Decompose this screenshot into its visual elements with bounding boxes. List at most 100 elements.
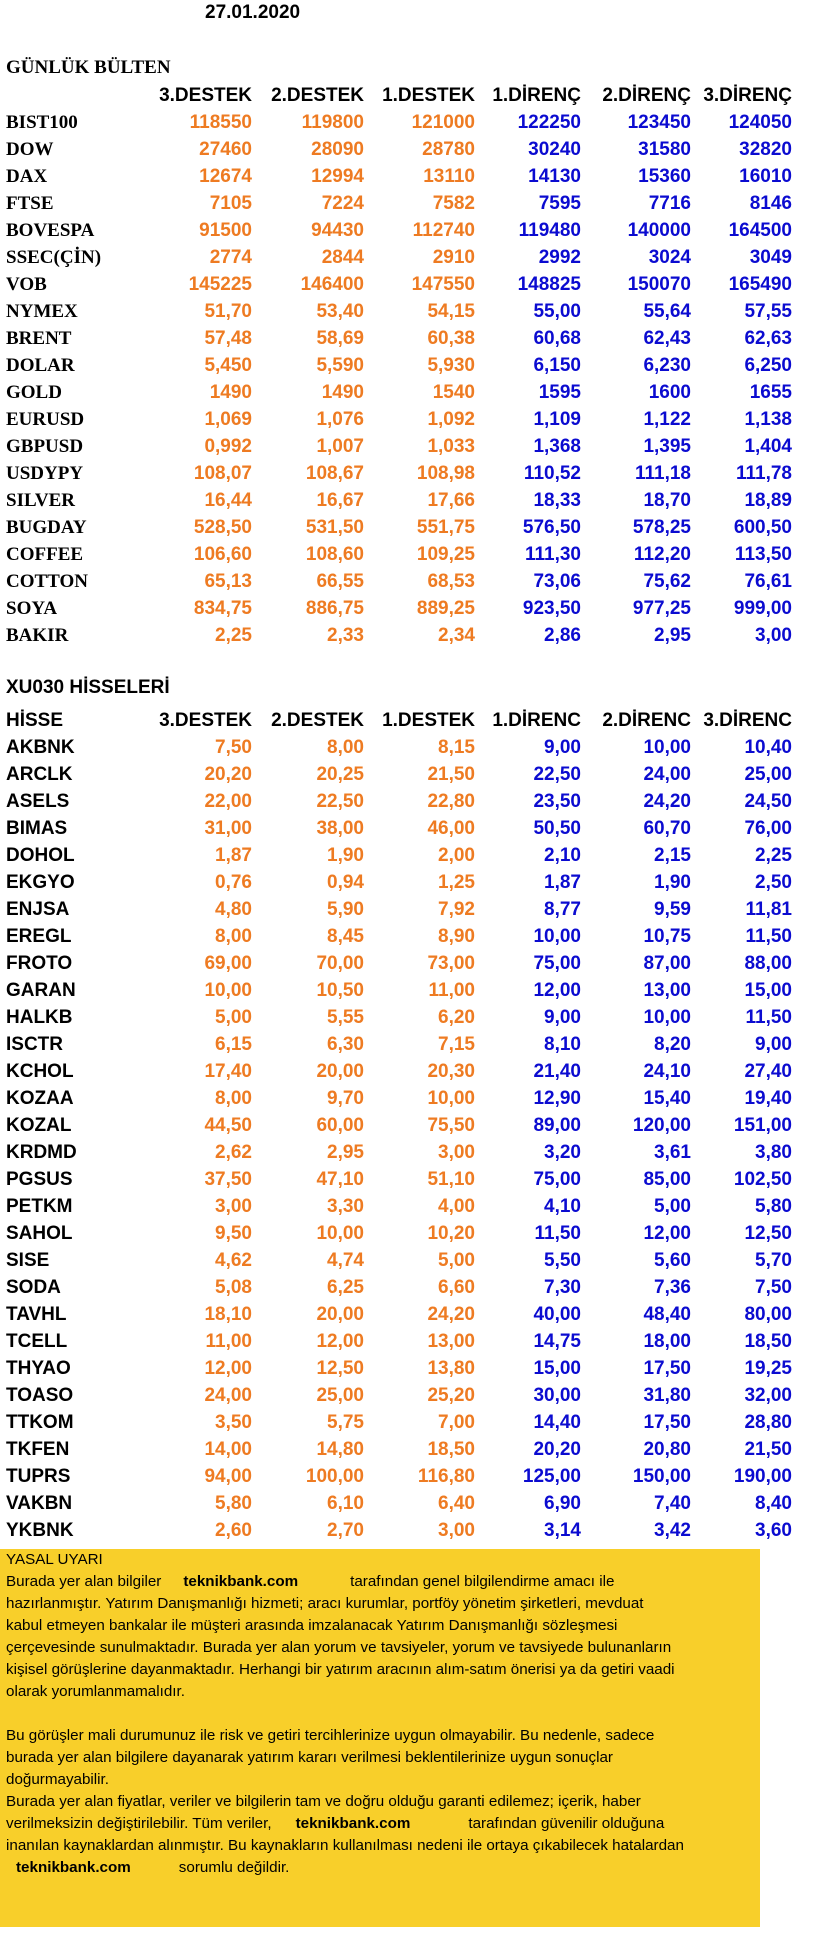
header-3-direnc: 3.DİRENC: [703, 709, 792, 731]
row-label: DOHOL: [6, 844, 75, 866]
resistance-value: 124050: [728, 111, 792, 133]
stock-row: KOZAL 44,50 60,00 75,50 89,00 120,00 151,00: [0, 1112, 800, 1139]
resistance-value: 190,00: [733, 1465, 792, 1487]
stock-row: TOASO 24,00 25,00 25,20 30,00 31,80 32,00: [0, 1382, 800, 1409]
market-row: NYMEX 51,70 53,40 54,15 55,00 55,64 57,55: [0, 298, 800, 325]
stock-row: TUPRS 94,00 100,00 116,80 125,00 150,00 190,00: [0, 1463, 800, 1490]
row-label: DOW: [6, 138, 54, 160]
stock-row: TTKOM 3,50 5,75 7,00 14,40 17,50 28,80: [0, 1409, 800, 1436]
support-value: 9,50: [215, 1222, 252, 1244]
support-value: 17,40: [204, 1060, 252, 1082]
stock-row: ENJSA 4,80 5,90 7,92 8,77 9,59 11,81: [0, 896, 800, 923]
header-3-direnc: 3.DİRENÇ: [703, 84, 792, 106]
resistance-value: 148825: [517, 273, 581, 295]
row-label: NYMEX: [6, 300, 78, 322]
resistance-value: 87,00: [643, 952, 691, 974]
resistance-value: 7,36: [654, 1276, 691, 1298]
row-label: ARCLK: [6, 763, 73, 785]
support-value: 121000: [411, 111, 475, 133]
row-label: BOVESPA: [6, 219, 95, 241]
resistance-value: 1,368: [533, 435, 581, 457]
stock-row: PETKM 3,00 3,30 4,00 4,10 5,00 5,80: [0, 1193, 800, 1220]
resistance-value: 22,50: [533, 763, 581, 785]
resistance-value: 3049: [749, 246, 792, 268]
support-value: 1,033: [427, 435, 475, 457]
resistance-value: 21,50: [744, 1438, 792, 1460]
resistance-value: 1655: [749, 381, 792, 403]
stock-row: SAHOL 9,50 10,00 10,20 11,50 12,00 12,50: [0, 1220, 800, 1247]
support-value: 94,00: [204, 1465, 252, 1487]
row-label: KCHOL: [6, 1060, 74, 1082]
support-value: 2,70: [327, 1519, 364, 1541]
support-value: 116,80: [417, 1465, 475, 1487]
support-value: 91500: [199, 219, 252, 241]
support-value: 12,50: [316, 1357, 364, 1379]
support-value: 7,50: [215, 736, 252, 758]
resistance-value: 2,25: [755, 844, 792, 866]
stock-row: AKBNK 7,50 8,00 8,15 9,00 10,00 10,40: [0, 734, 800, 761]
resistance-value: 6,150: [533, 354, 581, 376]
row-label: BIMAS: [6, 817, 68, 839]
legal-line: teknikbank.com sorumlu değildir.: [0, 1857, 760, 1879]
legal-heading: YASAL UYARI: [6, 1551, 103, 1568]
support-value: 4,00: [438, 1195, 475, 1217]
row-label: BRENT: [6, 327, 72, 349]
row-label: TTKOM: [6, 1411, 74, 1433]
support-value: 2,62: [215, 1141, 252, 1163]
row-label: THYAO: [6, 1357, 71, 1379]
resistance-value: 21,40: [533, 1060, 581, 1082]
resistance-value: 10,00: [533, 925, 581, 947]
stock-row: YKBNK 2,60 2,70 3,00 3,14 3,42 3,60: [0, 1517, 800, 1544]
header-2-direnc: 2.DİRENC: [602, 709, 691, 731]
resistance-value: 24,50: [744, 790, 792, 812]
support-value: 14,00: [204, 1438, 252, 1460]
brand-link[interactable]: teknikbank.com: [295, 1815, 411, 1832]
resistance-value: 23,50: [533, 790, 581, 812]
row-label: ASELS: [6, 790, 70, 812]
resistance-value: 150070: [627, 273, 691, 295]
support-value: 1,092: [427, 408, 475, 430]
header-1-direnc: 1.DİRENC: [492, 709, 581, 731]
resistance-value: 11,50: [745, 1006, 793, 1028]
support-value: 2910: [432, 246, 475, 268]
resistance-value: 31,80: [643, 1384, 691, 1406]
resistance-value: 24,10: [643, 1060, 691, 1082]
support-value: 8,00: [327, 736, 364, 758]
support-value: 5,55: [327, 1006, 364, 1028]
support-value: 6,15: [215, 1033, 252, 1055]
market-row: VOB 145225 146400 147550 148825 150070 165490: [0, 271, 800, 298]
stock-row: ASELS 22,00 22,50 22,80 23,50 24,20 24,50: [0, 788, 800, 815]
bulletin-date: 27.01.2020: [205, 2, 301, 23]
resistance-value: 60,70: [643, 817, 691, 839]
stock-row: ISCTR 6,15 6,30 7,15 8,10 8,20 9,00: [0, 1031, 800, 1058]
resistance-value: 75,62: [643, 570, 691, 592]
markets-table: 3.DESTEK 2.DESTEK 1.DESTEK 1.DİRENÇ 2.Dİ…: [0, 82, 800, 649]
resistance-value: 13,00: [643, 979, 691, 1001]
brand-link[interactable]: teknikbank.com: [16, 1859, 131, 1876]
resistance-value: 57,55: [744, 300, 792, 322]
support-value: 22,80: [427, 790, 475, 812]
market-row: COFFEE 106,60 108,60 109,25 111,30 112,20 113,…: [0, 541, 800, 568]
support-value: 4,80: [215, 898, 252, 920]
brand-link[interactable]: teknikbank.com: [183, 1573, 299, 1590]
support-value: 12,00: [204, 1357, 252, 1379]
row-label: YKBNK: [6, 1519, 74, 1541]
support-value: 14,80: [316, 1438, 364, 1460]
market-row: SSEC(ÇİN) 2774 2844 2910 2992 3024 3049: [0, 244, 800, 271]
resistance-value: 12,00: [533, 979, 581, 1001]
support-value: 13110: [423, 165, 475, 187]
resistance-value: 2,86: [544, 624, 581, 646]
support-value: 4,62: [215, 1249, 252, 1271]
resistance-value: 18,89: [744, 489, 792, 511]
resistance-value: 76,61: [744, 570, 792, 592]
resistance-value: 7,30: [544, 1276, 581, 1298]
row-label: TKFEN: [6, 1438, 70, 1460]
row-label: ENJSA: [6, 898, 70, 920]
row-label: HALKB: [6, 1006, 73, 1028]
market-row: DOLAR 5,450 5,590 5,930 6,150 6,230 6,250: [0, 352, 800, 379]
resistance-value: 5,50: [544, 1249, 581, 1271]
resistance-value: 89,00: [533, 1114, 581, 1136]
support-value: 1,007: [316, 435, 364, 457]
support-value: 112740: [412, 219, 475, 241]
support-value: 8,90: [438, 925, 475, 947]
